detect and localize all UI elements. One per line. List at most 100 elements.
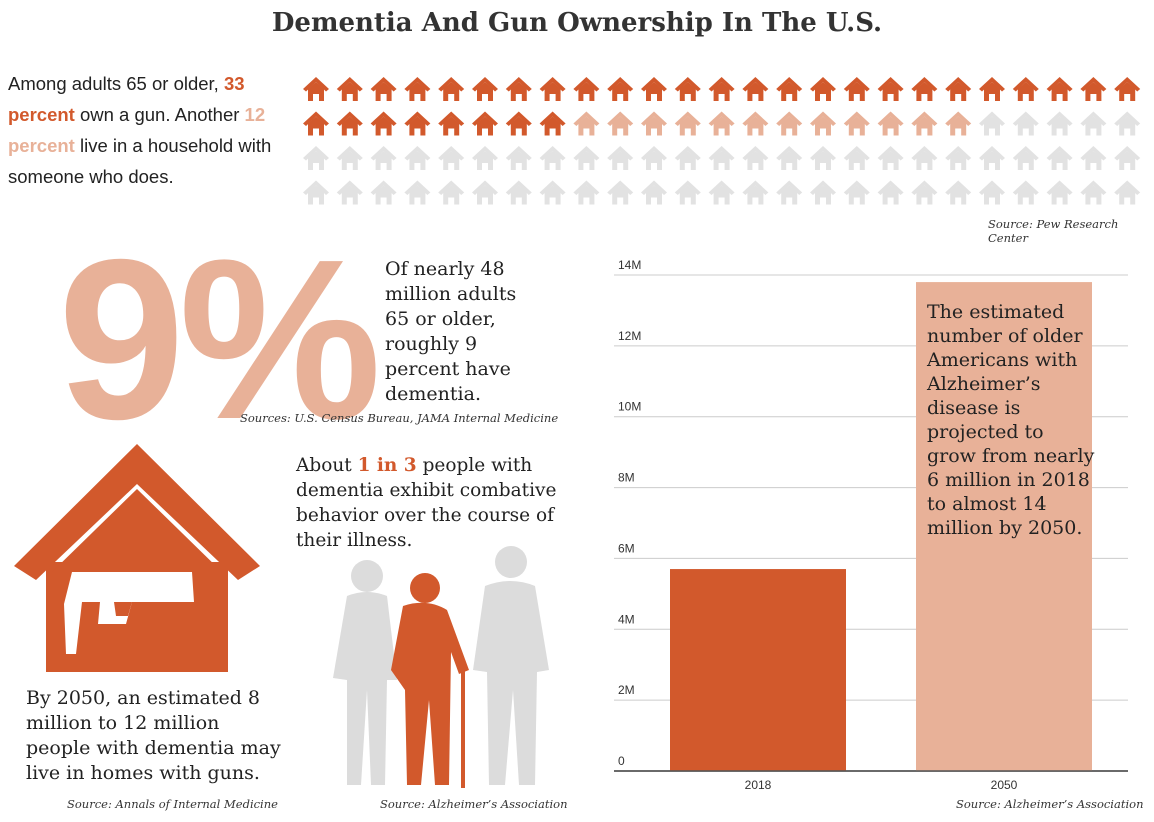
house-icon-household-gun [674, 111, 701, 136]
house-icon-own-gun [370, 77, 397, 101]
house-icon-own-gun [336, 111, 363, 136]
house-icon-household-gun [607, 111, 634, 136]
house-icon-own-gun [979, 77, 1005, 101]
house-icon-no-gun [404, 146, 431, 170]
page-title: Dementia And Gun Ownership In The U.S. [271, 8, 883, 38]
house-icon-own-gun [404, 111, 431, 136]
house-icon-no-gun [438, 146, 465, 170]
y-tick-label: 0 [618, 754, 625, 768]
house-icon-own-gun [404, 77, 431, 101]
intro-part2: own a gun. Another [74, 104, 245, 125]
house-icon-no-gun [674, 180, 701, 205]
source-census-jama: Sources: U.S. Census Bureau, JAMA Intern… [240, 411, 559, 425]
house-icon-own-gun [641, 77, 667, 101]
house-icon-own-gun [843, 77, 870, 101]
y-tick-label: 8M [618, 471, 635, 485]
source-annals: Source: Annals of Internal Medicine [67, 797, 278, 811]
house-icon-household-gun [641, 111, 667, 136]
house-icon-no-gun [1080, 146, 1107, 170]
house-icon-no-gun [370, 146, 397, 170]
y-tick-label: 10M [618, 400, 641, 414]
house-icon-own-gun [877, 77, 904, 101]
house-icon-own-gun [810, 77, 836, 101]
left-person-silhouette [333, 560, 397, 785]
house-icon-no-gun [979, 180, 1005, 205]
house-icon-no-gun [438, 180, 465, 205]
handgun-icon [64, 572, 194, 654]
house-icon-own-gun [539, 111, 566, 136]
house-icon-no-gun [1012, 180, 1039, 205]
house-icon-no-gun [742, 146, 769, 170]
house-icon-no-gun [336, 180, 363, 205]
house-icon-own-gun [708, 77, 735, 101]
house-icon-no-gun [539, 146, 566, 170]
house-icon-no-gun [877, 180, 904, 205]
house-icon-own-gun [607, 77, 634, 101]
house-icon-household-gun [810, 111, 836, 136]
house-icon-no-gun [404, 180, 431, 205]
source-alzheimers-2: Source: Alzheimer’s Association [956, 797, 1144, 811]
y-tick-label: 4M [618, 612, 635, 626]
house-icon-no-gun [979, 111, 1005, 136]
house-icon-own-gun [438, 77, 465, 101]
homes-with-guns-text: By 2050, an estimated 8 million to 12 mi… [26, 687, 281, 784]
house-icon-no-gun [1046, 146, 1073, 170]
house-gun-icon [14, 444, 260, 672]
house-icon-household-gun [776, 111, 803, 136]
intro-part3: live in a household with someone who doe… [8, 135, 272, 187]
source-alzheimers-1: Source: Alzheimer’s Association [380, 797, 568, 811]
right-person-silhouette [473, 546, 549, 785]
house-icon-own-gun [539, 77, 566, 101]
house-icon-no-gun [708, 146, 735, 170]
house-icon-own-gun [505, 111, 532, 136]
house-icon-no-gun [336, 146, 363, 170]
house-icon-no-gun [641, 146, 667, 170]
house-icon-own-gun [573, 77, 600, 101]
house-icon-own-gun [1012, 77, 1039, 101]
house-icon-no-gun [505, 180, 532, 205]
elderly-person-with-cane-silhouette [391, 573, 469, 788]
house-icon-no-gun [1080, 180, 1107, 205]
y-tick-label: 6M [618, 541, 635, 555]
house-icon-no-gun [539, 180, 566, 205]
house-icon-no-gun [472, 180, 498, 205]
house-icon-no-gun [1046, 111, 1073, 136]
house-icon-no-gun [810, 146, 836, 170]
alzheimers-bar-chart: 0 2M 4M 6M 8M 10M 12M 14M 2018 2050 [614, 258, 1128, 792]
house-icon-no-gun [810, 180, 836, 205]
house-icon-no-gun [877, 146, 904, 170]
house-icon-own-gun [911, 77, 938, 101]
house-icon-household-gun [843, 111, 870, 136]
house-icon-own-gun [742, 77, 769, 101]
house-icon-no-gun [303, 180, 329, 205]
house-icon-own-gun [370, 111, 397, 136]
people-silhouettes-illustration [333, 546, 549, 788]
house-icon-own-gun [945, 77, 972, 101]
house-icon-no-gun [911, 146, 938, 170]
house-icon-no-gun [1114, 146, 1141, 170]
house-icon-own-gun [1046, 77, 1073, 101]
house-icon-no-gun [708, 180, 735, 205]
bar-2050 [916, 282, 1092, 771]
house-icon-no-gun [776, 146, 803, 170]
house-icon-own-gun [674, 77, 701, 101]
house-icon-no-gun [1046, 180, 1073, 205]
house-icon-own-gun [336, 77, 363, 101]
house-icon-household-gun [742, 111, 769, 136]
house-icon-no-gun [1114, 180, 1141, 205]
house-icon-no-gun [641, 180, 667, 205]
house-icon-no-gun [607, 146, 634, 170]
y-tick-label: 2M [618, 683, 635, 697]
house-icon-no-gun [303, 146, 329, 170]
house-icon-no-gun [776, 180, 803, 205]
house-icon-own-gun [303, 111, 329, 136]
dementia-stat-text: Of nearly 48 million adults 65 or older,… [385, 258, 517, 405]
house-icon-no-gun [945, 180, 972, 205]
house-icon-own-gun [472, 111, 498, 136]
house-icon-no-gun [1012, 111, 1039, 136]
intro-highlight-household: 12 percent [8, 104, 266, 156]
house-icon-household-gun [573, 111, 600, 136]
combative-highlight: 1 in 3 [357, 455, 417, 476]
house-icon-own-gun [776, 77, 803, 101]
bar-2018 [670, 569, 846, 771]
